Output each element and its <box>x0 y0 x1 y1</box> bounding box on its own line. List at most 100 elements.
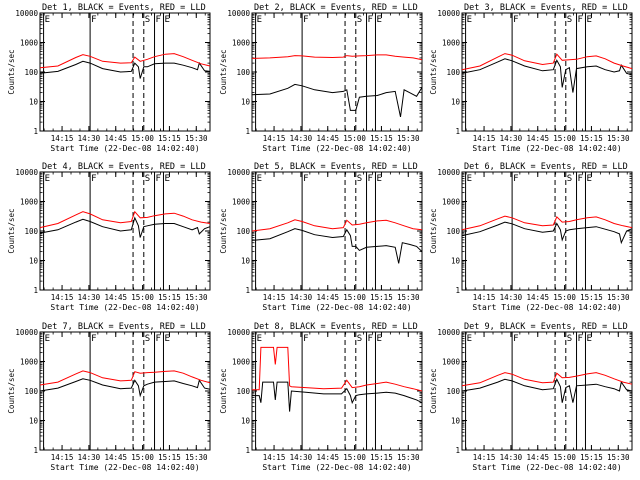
x-tick-label: 14:30 <box>78 134 101 143</box>
marker-label: E <box>467 174 472 184</box>
marker-label: S <box>357 15 362 25</box>
x-tick-label: 15:30 <box>185 134 208 143</box>
x-tick-label: 14:15 <box>263 134 286 143</box>
y-tick-label: 10 <box>241 98 251 107</box>
marker-label: F <box>368 174 373 184</box>
y-tick-label: 1 <box>33 286 38 295</box>
marker-label: E <box>45 174 50 184</box>
panel-title: Det 8, BLACK = Events, RED = LLD <box>254 322 418 332</box>
series-line-lld <box>252 346 423 392</box>
x-tick-label: 15:15 <box>580 134 603 143</box>
y-tick-label: 10000 <box>227 328 250 337</box>
x-tick-label: 15:00 <box>343 453 366 462</box>
x-tick-label: 14:45 <box>104 293 127 302</box>
y-tick-label: 10000 <box>437 168 460 177</box>
x-axis-label: Start Time (22-Dec-08 14:02:40) <box>472 303 621 312</box>
marker-label: F <box>303 15 308 25</box>
y-tick-label: 1 <box>245 446 250 455</box>
marker-label: F <box>303 174 308 184</box>
x-tick-label: 14:45 <box>526 453 549 462</box>
y-axis-label: Counts/sec <box>429 208 438 253</box>
marker-label: F <box>368 334 373 344</box>
marker-label: F <box>91 174 96 184</box>
x-tick-label: 14:45 <box>316 453 339 462</box>
marker-label: F <box>91 15 96 25</box>
x-tick-label: 14:30 <box>78 453 101 462</box>
x-tick-label: 15:30 <box>185 293 208 302</box>
y-axis-label: Counts/sec <box>219 49 228 94</box>
x-tick-label: 15:00 <box>553 453 576 462</box>
x-axis-label: Start Time (22-Dec-08 14:02:40) <box>50 463 199 472</box>
x-axis-label: Start Time (22-Dec-08 14:02:40) <box>472 144 621 153</box>
y-tick-label: 1 <box>33 446 38 455</box>
panel-det-4: Det 4, BLACK = Events, RED = LLD 1 10 100 10… <box>7 162 211 312</box>
x-tick-label: 15:30 <box>607 134 630 143</box>
x-tick-label: 15:00 <box>131 293 154 302</box>
y-tick-label: 1 <box>455 446 460 455</box>
marker-label: E <box>164 174 169 184</box>
y-tick-label: 100 <box>236 68 250 77</box>
panel-title: Det 1, BLACK = Events, RED = LLD <box>42 3 206 13</box>
panel-title: Det 9, BLACK = Events, RED = LLD <box>464 322 628 332</box>
y-tick-label: 10 <box>29 257 39 266</box>
y-tick-label: 1000 <box>20 198 39 207</box>
marker-label: E <box>45 15 50 25</box>
series-line-lld <box>461 215 633 231</box>
y-tick-label: 1000 <box>442 198 461 207</box>
panel-title: Det 7, BLACK = Events, RED = LLD <box>42 322 206 332</box>
marker-label: E <box>164 15 169 25</box>
x-tick-label: 15:30 <box>397 453 420 462</box>
x-axis-label: Start Time (22-Dec-08 14:02:40) <box>262 463 411 472</box>
y-tick-label: 1000 <box>232 39 251 48</box>
y-tick-label: 1 <box>245 286 250 295</box>
marker-label: F <box>156 334 161 344</box>
y-tick-label: 1 <box>33 127 38 136</box>
x-tick-label: 15:00 <box>131 453 154 462</box>
x-tick-label: 14:30 <box>78 293 101 302</box>
x-tick-label: 14:45 <box>104 453 127 462</box>
panel-title: Det 3, BLACK = Events, RED = LLD <box>464 3 628 13</box>
x-tick-label: 15:30 <box>397 134 420 143</box>
marker-label: E <box>376 15 381 25</box>
x-tick-label: 15:00 <box>553 134 576 143</box>
marker-label: F <box>578 15 583 25</box>
y-tick-label: 1000 <box>442 358 461 367</box>
series-line-lld <box>39 210 211 229</box>
plot-frame <box>461 171 633 291</box>
panel-det-2: Det 2, BLACK = Events, RED = LLD 1 10 100 10… <box>219 3 423 153</box>
marker-label: E <box>376 334 381 344</box>
y-axis-label: Counts/sec <box>7 368 16 413</box>
x-tick-label: 14:45 <box>316 293 339 302</box>
x-tick-label: 14:30 <box>500 293 523 302</box>
marker-label: S <box>145 334 150 344</box>
marker-label: F <box>156 15 161 25</box>
x-tick-label: 14:30 <box>500 453 523 462</box>
y-tick-label: 1 <box>455 286 460 295</box>
x-tick-label: 15:30 <box>185 453 208 462</box>
x-tick-label: 14:45 <box>526 134 549 143</box>
marker-label: E <box>257 334 262 344</box>
y-axis-label: Counts/sec <box>429 49 438 94</box>
y-axis-label: Counts/sec <box>7 49 16 94</box>
marker-label: E <box>45 334 50 344</box>
x-axis-label: Start Time (22-Dec-08 14:02:40) <box>262 303 411 312</box>
plot-frame <box>251 171 423 291</box>
y-tick-label: 10000 <box>15 328 38 337</box>
marker-label: E <box>257 174 262 184</box>
x-tick-label: 14:45 <box>104 134 127 143</box>
x-tick-label: 14:15 <box>51 293 74 302</box>
panel-det-5: Det 5, BLACK = Events, RED = LLD 1 10 100 10… <box>219 162 423 312</box>
x-tick-label: 14:30 <box>500 134 523 143</box>
y-tick-label: 10 <box>241 257 251 266</box>
x-tick-label: 15:15 <box>370 293 393 302</box>
marker-label: F <box>513 334 518 344</box>
marker-label: S <box>357 334 362 344</box>
x-tick-label: 15:15 <box>370 453 393 462</box>
series-line-events <box>39 60 211 79</box>
plot-frame <box>461 12 633 132</box>
panel-title: Det 6, BLACK = Events, RED = LLD <box>464 162 628 172</box>
y-axis-label: Counts/sec <box>7 208 16 253</box>
x-tick-label: 15:00 <box>553 293 576 302</box>
panel-det-8: Det 8, BLACK = Events, RED = LLD 1 10 100 10… <box>219 322 423 472</box>
marker-label: E <box>164 334 169 344</box>
